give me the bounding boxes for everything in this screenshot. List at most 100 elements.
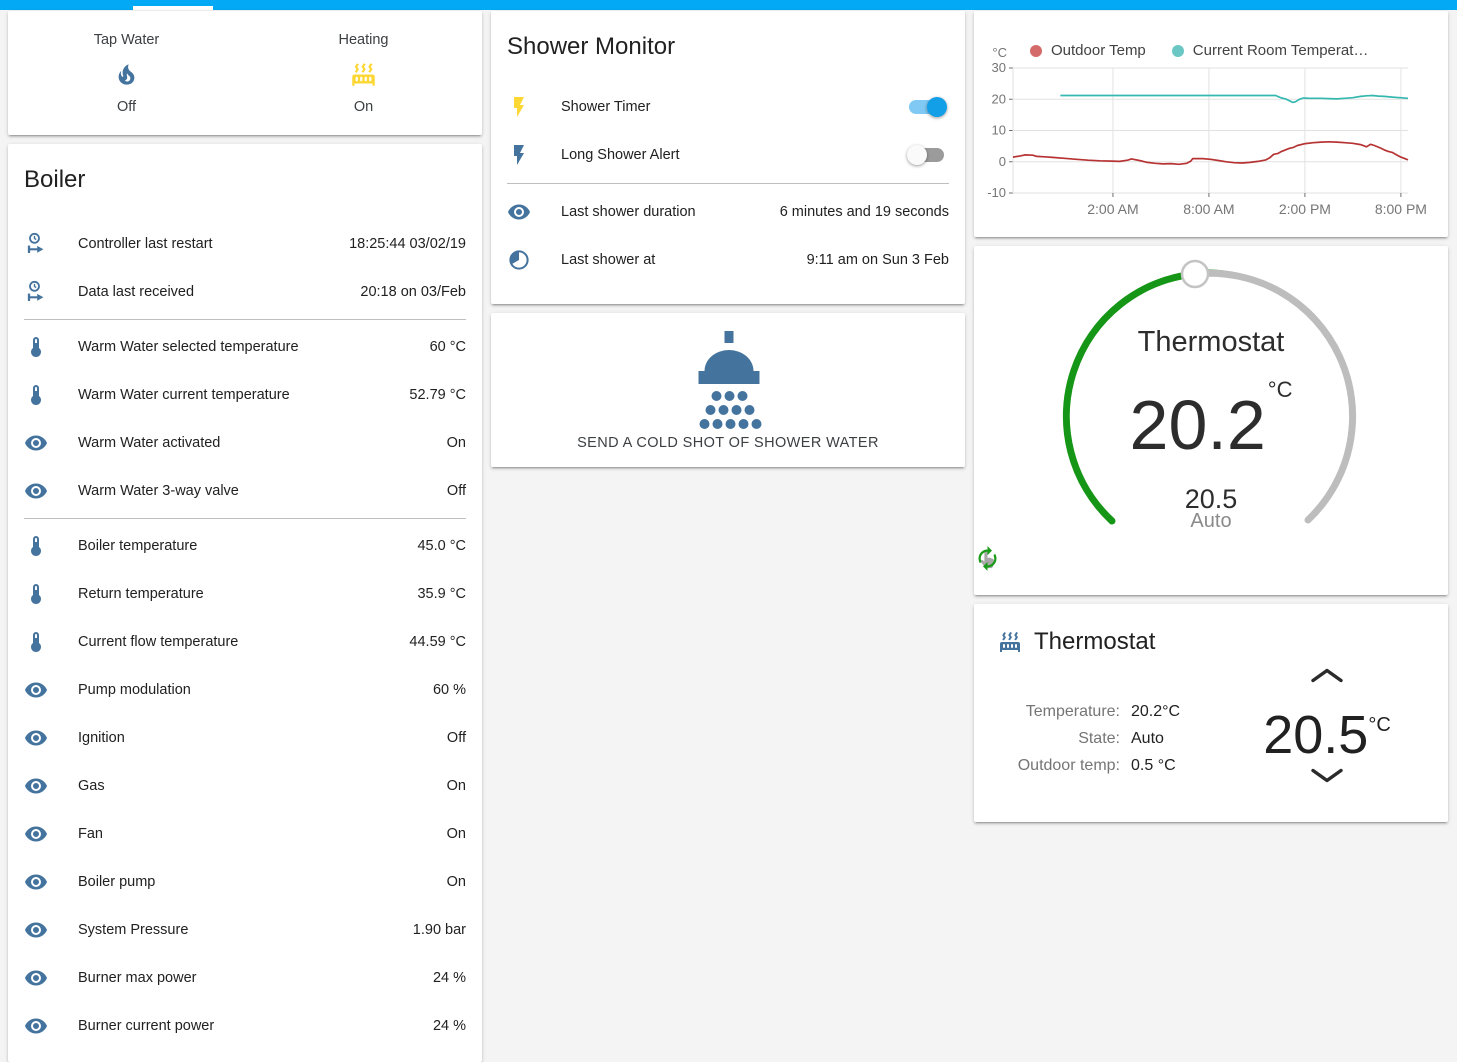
column-right: 30 20 10 0 -10 2:00 AM 8:00 AM 2:00 PM 8:00 PM °C… — [974, 11, 1448, 1062]
target-temp-setter: 20.5°C — [1257, 666, 1397, 790]
eye-icon — [24, 479, 48, 503]
entity-value: 44.59 °C — [409, 634, 466, 650]
entity-row[interactable]: Controller last restart 18:25:44 03/02/19 — [8, 220, 482, 268]
entity-name: Warm Water 3-way valve — [78, 483, 239, 499]
entity-value: 20:18 on 03/Feb — [360, 284, 466, 300]
eye-icon — [24, 678, 48, 702]
radiator-icon — [350, 61, 377, 88]
flash-icon — [507, 95, 531, 119]
entity-value: 18:25:44 03/02/19 — [349, 236, 466, 252]
entity-row[interactable]: Fan On — [8, 810, 482, 858]
entity-row[interactable]: Gas On — [8, 762, 482, 810]
entity-value: 1.90 bar — [412, 922, 466, 938]
entity-value: 6 minutes and 19 seconds — [779, 204, 949, 220]
glance-label: Tap Water — [93, 31, 160, 48]
entity-name: Return temperature — [78, 586, 204, 602]
entity-row[interactable]: Warm Water activated On — [8, 419, 482, 467]
entity-name: Ignition — [78, 730, 125, 746]
shower-monitor-title: Shower Monitor — [507, 33, 676, 60]
legend-label: Outdoor Temp — [1051, 42, 1146, 59]
legend-item: Outdoor Temp — [1030, 42, 1146, 59]
entity-row[interactable]: Last shower duration 6 minutes and 19 sec… — [491, 188, 965, 236]
entity-name: Data last received — [78, 284, 195, 300]
dial-track-edge — [1194, 269, 1351, 500]
entity-name: Long Shower Alert — [561, 147, 680, 163]
thermostat-dial-slider[interactable] — [974, 246, 1448, 595]
eye-icon — [24, 431, 48, 455]
entity-row[interactable]: Ignition Off — [8, 714, 482, 762]
entity-value: 60 % — [432, 682, 466, 698]
entity-value: On — [446, 874, 466, 890]
svg-text:20: 20 — [992, 91, 1006, 106]
entity-row[interactable]: Pump modulation 60 % — [8, 666, 482, 714]
glance-state: Off — [116, 98, 137, 115]
entity-row[interactable]: Data last received 20:18 on 03/Feb — [8, 268, 482, 316]
svg-text:10: 10 — [992, 123, 1006, 138]
shower-head-icon — [680, 329, 777, 431]
toggle-row[interactable]: Shower Timer — [491, 83, 965, 131]
entity-row[interactable]: Boiler pump On — [8, 858, 482, 906]
entity-row[interactable]: Warm Water current temperature 52.79 °C — [8, 371, 482, 419]
entity-value: Off — [446, 730, 466, 746]
attribute-row: Temperature: 20.2°C — [974, 698, 1180, 725]
thermostat-dial-card: Thermostat 20.2°C 20.5 Auto — [974, 246, 1448, 595]
clock-start-icon — [24, 232, 48, 256]
thermometer-icon — [24, 582, 48, 606]
entity-row[interactable]: System Pressure 1.90 bar — [8, 906, 482, 954]
legend-label: Current Room Temperat… — [1192, 42, 1369, 59]
dial-knob[interactable] — [1180, 259, 1210, 289]
entity-row[interactable]: Last shower at 9:11 am on Sun 3 Feb — [491, 236, 965, 284]
eye-icon — [24, 870, 48, 894]
entity-row[interactable]: Warm Water selected temperature 60 °C — [8, 323, 482, 371]
entity-name: Burner max power — [78, 970, 197, 986]
entity-row[interactable]: Burner current power 24 % — [8, 1002, 482, 1050]
toggle-row[interactable]: Long Shower Alert — [491, 131, 965, 179]
entity-row[interactable]: Boiler temperature 45.0 °C — [8, 522, 482, 570]
thermometer-icon — [24, 534, 48, 558]
manual-mode-button[interactable] — [980, 545, 1201, 572]
entity-row[interactable]: Return temperature 35.9 °C — [8, 570, 482, 618]
svg-text:°C: °C — [992, 45, 1007, 60]
eye-icon — [24, 822, 48, 846]
thermostat-info-card: Thermostat Temperature: 20.2°C State: Auto O… — [974, 604, 1448, 822]
target-temp-value: 20.5°C — [1263, 705, 1391, 765]
glance-item-tap-water[interactable]: Tap Water Off — [8, 32, 245, 115]
svg-text:0: 0 — [999, 154, 1006, 169]
entity-row[interactable]: Burner max power 24 % — [8, 954, 482, 1002]
legend-item: Current Room Temperat… — [1171, 42, 1369, 59]
entity-name: Fan — [78, 826, 103, 842]
glance-item-heating[interactable]: Heating On — [245, 32, 482, 115]
svg-text:8:00 PM: 8:00 PM — [1375, 201, 1427, 217]
target-temp-unit: °C — [1368, 714, 1391, 736]
toggle-switch-off[interactable] — [907, 145, 944, 165]
entity-name: Warm Water selected temperature — [78, 339, 299, 355]
attribute-label: State: — [1078, 729, 1120, 747]
entity-name: Burner current power — [78, 1018, 215, 1034]
clock-icon — [507, 248, 531, 272]
attribute-value: 0.5 °C — [1131, 756, 1176, 774]
entity-value: 52.79 °C — [409, 387, 466, 403]
cold-shot-button-card[interactable]: SEND A COLD SHOT OF SHOWER WATER — [491, 313, 965, 467]
eye-icon — [24, 1014, 48, 1038]
attribute-value: 20.2°C — [1131, 702, 1181, 720]
history-graph-card: 30 20 10 0 -10 2:00 AM 8:00 AM 2:00 PM 8:00 PM °C… — [974, 11, 1448, 237]
temp-down-button[interactable] — [1310, 766, 1344, 790]
entity-name: Boiler temperature — [78, 538, 198, 554]
entity-value: 45.0 °C — [417, 538, 466, 554]
eye-icon — [24, 918, 48, 942]
entity-value: 35.9 °C — [417, 586, 466, 602]
entity-name: Shower Timer — [561, 99, 651, 115]
active-tab-indicator[interactable] — [133, 6, 213, 10]
cold-shot-button-label: SEND A COLD SHOT OF SHOWER WATER — [577, 435, 879, 451]
dial-inactive-arc[interactable] — [1191, 269, 1357, 524]
temp-up-button[interactable] — [1310, 666, 1344, 690]
boiler-card: Boiler Controller last restart 18:25:44 0… — [8, 144, 482, 1062]
attribute-label: Temperature: — [1025, 702, 1120, 720]
dial-active-arc[interactable] — [1062, 270, 1199, 525]
entity-row[interactable]: Current flow temperature 44.59 °C — [8, 618, 482, 666]
auto-mode-button[interactable] — [978, 545, 1249, 572]
entity-row[interactable]: Warm Water 3-way valve Off — [8, 467, 482, 515]
entity-value: 9:11 am on Sun 3 Feb — [806, 252, 949, 268]
toggle-switch-on[interactable] — [909, 97, 947, 117]
dashboard: Tap Water Off Heating On Boiler Controller … — [0, 10, 1457, 1062]
